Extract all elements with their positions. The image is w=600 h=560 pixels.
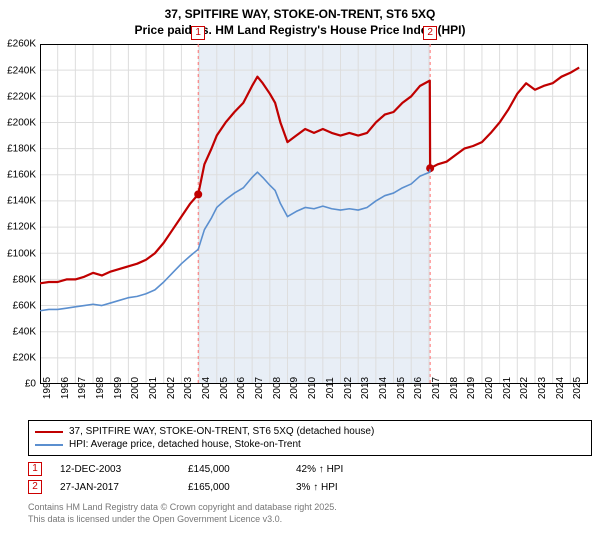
x-tick-label: 2006 (234, 377, 247, 399)
legend-label: HPI: Average price, detached house, Stok… (69, 439, 301, 450)
sale-date: 12-DEC-2003 (60, 464, 170, 475)
y-tick-label: £20K (13, 353, 36, 364)
x-tick-label: 2007 (252, 377, 265, 399)
sale-row: 1 12-DEC-2003 £145,000 42% ↑ HPI (28, 460, 592, 478)
x-tick-label: 1998 (93, 377, 106, 399)
x-tick-label: 2022 (517, 377, 530, 399)
x-tick-label: 1995 (40, 377, 53, 399)
sale-delta: 42% ↑ HPI (296, 464, 343, 475)
y-tick-label: £240K (7, 65, 36, 76)
footer: Contains HM Land Registry data © Crown c… (28, 502, 592, 525)
x-tick-label: 2024 (553, 377, 566, 399)
x-tick-label: 2001 (146, 377, 159, 399)
y-tick-label: £100K (7, 248, 36, 259)
y-tick-label: £180K (7, 143, 36, 154)
y-tick-label: £220K (7, 91, 36, 102)
x-tick-label: 2011 (323, 378, 336, 400)
legend-swatch (35, 431, 63, 433)
y-tick-label: £120K (7, 222, 36, 233)
x-tick-label: 2016 (411, 377, 424, 399)
x-tick-label: 2023 (535, 377, 548, 399)
x-tick-label: 2004 (199, 377, 212, 399)
x-tick-label: 2018 (447, 377, 460, 399)
sales-table: 1 12-DEC-2003 £145,000 42% ↑ HPI 2 27-JAN-201… (28, 460, 592, 496)
x-tick-label: 2021 (500, 377, 513, 399)
x-tick-label: 2015 (394, 377, 407, 399)
sale-row: 2 27-JAN-2017 £165,000 3% ↑ HPI (28, 478, 592, 496)
y-tick-label: £260K (7, 39, 36, 50)
y-tick-label: £140K (7, 196, 36, 207)
title-line-1: 37, SPITFIRE WAY, STOKE-ON-TRENT, ST6 5X… (0, 6, 600, 22)
x-tick-label: 2012 (341, 377, 354, 399)
legend-row: 37, SPITFIRE WAY, STOKE-ON-TRENT, ST6 5X… (35, 425, 585, 438)
y-tick-label: £80K (13, 274, 36, 285)
sale-price: £145,000 (188, 464, 278, 475)
x-tick-label: 1999 (111, 377, 124, 399)
x-tick-label: 2017 (429, 377, 442, 399)
legend-row: HPI: Average price, detached house, Stok… (35, 438, 585, 451)
x-tick-label: 2000 (128, 377, 141, 399)
sale-marker: 1 (191, 26, 205, 40)
title-line-2: Price paid vs. HM Land Registry's House … (0, 22, 600, 38)
x-tick-label: 2013 (358, 377, 371, 399)
legend-label: 37, SPITFIRE WAY, STOKE-ON-TRENT, ST6 5X… (69, 426, 374, 437)
x-tick-label: 2005 (217, 377, 230, 399)
y-tick-label: £60K (13, 300, 36, 311)
x-tick-label: 2025 (570, 377, 583, 399)
chart-svg (40, 44, 588, 384)
x-tick-label: 1996 (58, 377, 71, 399)
footer-line-1: Contains HM Land Registry data © Crown c… (28, 502, 592, 514)
sale-delta: 3% ↑ HPI (296, 482, 338, 493)
x-tick-label: 2002 (164, 377, 177, 399)
footer-line-2: This data is licensed under the Open Gov… (28, 514, 592, 526)
x-tick-label: 2008 (270, 377, 283, 399)
y-tick-label: £0 (25, 379, 36, 390)
x-tick-label: 2014 (376, 377, 389, 399)
sale-marker-ref: 2 (28, 480, 42, 494)
legend: 37, SPITFIRE WAY, STOKE-ON-TRENT, ST6 5X… (28, 420, 592, 456)
legend-swatch (35, 444, 63, 446)
chart-title: 37, SPITFIRE WAY, STOKE-ON-TRENT, ST6 5X… (0, 0, 600, 38)
x-tick-label: 1997 (75, 377, 88, 399)
sale-price: £165,000 (188, 482, 278, 493)
chart-area: £0£20K£40K£60K£80K£100K£120K£140K£160K£1… (40, 44, 588, 384)
sale-marker-ref: 1 (28, 462, 42, 476)
y-tick-label: £160K (7, 170, 36, 181)
sale-marker: 2 (423, 26, 437, 40)
y-tick-label: £40K (13, 327, 36, 338)
x-tick-label: 2020 (482, 377, 495, 399)
x-tick-label: 2003 (181, 377, 194, 399)
x-tick-label: 2010 (305, 377, 318, 399)
x-tick-label: 2019 (464, 377, 477, 399)
sale-date: 27-JAN-2017 (60, 482, 170, 493)
x-tick-label: 2009 (287, 377, 300, 399)
y-tick-label: £200K (7, 117, 36, 128)
